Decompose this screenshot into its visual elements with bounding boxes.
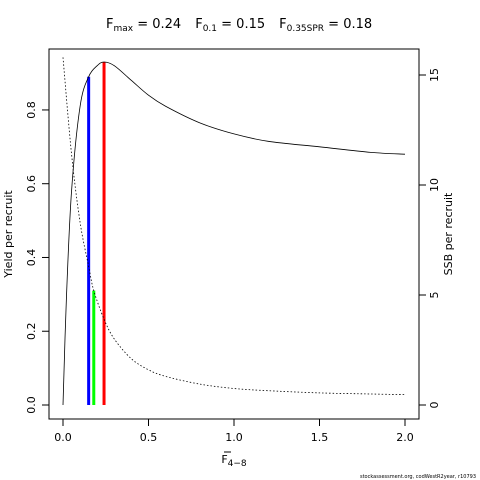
source-note: stockassessment.org, codWestR2year, r107… [360, 474, 476, 480]
y-tick-label: 0.8 [25, 101, 38, 119]
chart-title: Fmax = 0.24 F0.1 = 0.15 F0.35SPR = 0.18 [106, 17, 372, 34]
x-tick-label: 2.0 [396, 431, 414, 444]
x-tick-label: 1.5 [311, 431, 329, 444]
x-axis-title: F4−8 [221, 453, 247, 469]
y2-tick-label: 0 [428, 402, 441, 409]
x-tick-label: 0.0 [54, 431, 72, 444]
x-tick-label: 0.5 [140, 431, 158, 444]
chart-marks [62, 57, 406, 406]
x-tick-label: 1.0 [225, 431, 243, 444]
y-tick-label: 0.0 [25, 396, 38, 414]
y-axis-title: Yield per recruit [2, 190, 15, 279]
y2-tick-label: 10 [428, 178, 441, 192]
y-tick-label: 0.4 [25, 249, 38, 267]
y2-axis-title: SSB per recruit [442, 192, 455, 275]
ssb-curve [62, 57, 406, 396]
axis-ticks: 0.0 0.5 1.0 1.5 2.0 0.0 0.2 0.4 0.6 0.8 0 5 10 15 [25, 68, 441, 444]
y2-tick-label: 5 [428, 292, 441, 299]
yield-curve [62, 61, 406, 406]
y2-tick-label: 15 [428, 68, 441, 82]
y-tick-label: 0.6 [25, 175, 38, 193]
y-tick-label: 0.2 [25, 322, 38, 340]
